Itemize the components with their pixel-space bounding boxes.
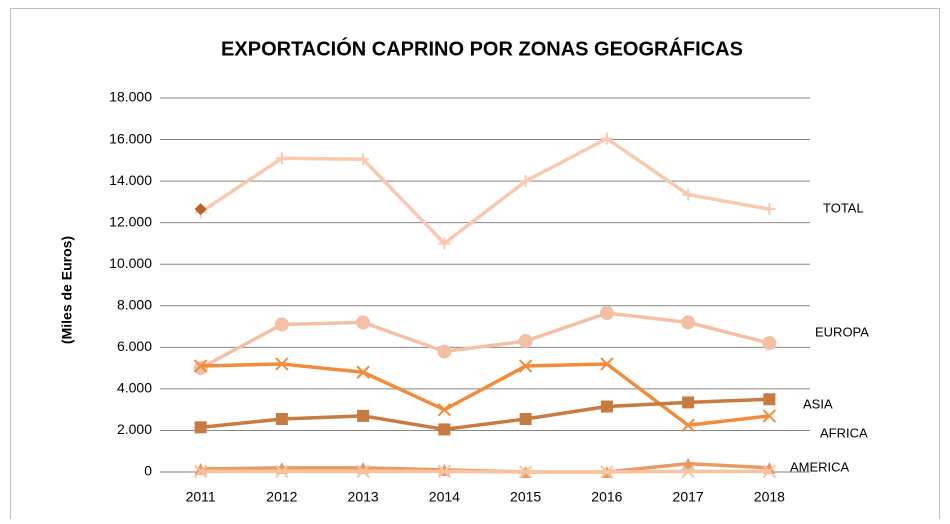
- y-tick-label: 8.000: [117, 296, 152, 312]
- marker: [194, 421, 207, 434]
- x-tick-label: 2016: [591, 489, 622, 505]
- marker: [519, 413, 532, 426]
- marker: [193, 361, 208, 376]
- chart-border: [10, 8, 940, 524]
- y-tick-label: 2.000: [117, 421, 152, 437]
- marker: [193, 464, 208, 479]
- marker: [681, 315, 696, 330]
- y-tick-label: 6.000: [117, 338, 152, 354]
- y-tick-label: 12.000: [109, 213, 152, 229]
- series-label: AMERICA: [790, 459, 850, 474]
- series-label: TOTAL: [823, 200, 864, 215]
- marker: [275, 152, 288, 165]
- series-label: EUROPA: [815, 324, 869, 339]
- marker: [437, 402, 452, 417]
- marker: [356, 365, 370, 379]
- y-tick-label: 0: [144, 463, 152, 479]
- marker: [518, 359, 533, 373]
- marker: [274, 317, 289, 332]
- marker: [762, 336, 777, 351]
- marker: [763, 393, 776, 406]
- marker: [356, 464, 370, 479]
- marker: [356, 315, 371, 330]
- marker: [438, 423, 451, 436]
- marker: [275, 413, 288, 426]
- marker: [763, 203, 776, 216]
- marker: [193, 359, 208, 373]
- marker: [437, 344, 452, 359]
- y-tick-label: 14.000: [109, 172, 152, 188]
- x-tick-label: 2013: [348, 489, 379, 505]
- series-line: [200, 469, 770, 474]
- series-line: [200, 362, 770, 428]
- series-line: [199, 136, 770, 246]
- x-tick-label: 2018: [754, 489, 785, 505]
- series-label: AFRICA: [820, 425, 868, 440]
- y-tick-label: 18.000: [109, 89, 152, 105]
- marker: [518, 334, 533, 349]
- x-tick-label: 2017: [673, 489, 704, 505]
- marker: [275, 357, 289, 371]
- series-label: ASIA: [803, 396, 833, 411]
- marker: [681, 418, 695, 432]
- series-line: [199, 311, 770, 370]
- marker: [681, 464, 695, 479]
- marker: [357, 409, 370, 422]
- marker: [438, 237, 451, 250]
- y-axis-label: (Miles de Euros): [59, 236, 75, 344]
- x-tick-label: 2014: [429, 489, 460, 505]
- x-tick-label: 2015: [510, 489, 541, 505]
- marker: [519, 175, 532, 188]
- x-tick-label: 2011: [186, 489, 216, 505]
- marker: [600, 132, 613, 145]
- marker: [762, 409, 777, 423]
- marker: [682, 457, 695, 470]
- marker: [600, 357, 614, 371]
- marker: [357, 153, 370, 166]
- y-tick-label: 10.000: [109, 255, 152, 271]
- x-tick-label: 2012: [266, 489, 297, 505]
- marker: [437, 464, 452, 479]
- marker: [599, 306, 614, 321]
- marker: [518, 465, 533, 479]
- marker: [194, 203, 207, 216]
- marker: [600, 400, 613, 413]
- marker: [682, 396, 695, 409]
- marker: [762, 464, 777, 479]
- marker: [682, 188, 695, 201]
- series-line: [200, 397, 770, 432]
- chart-title: EXPORTACIÓN CAPRINO POR ZONAS GEOGRÁFICA…: [221, 36, 743, 60]
- marker: [600, 465, 614, 479]
- y-tick-label: 16.000: [109, 130, 152, 146]
- marker: [275, 464, 289, 479]
- y-tick-label: 4.000: [117, 380, 152, 396]
